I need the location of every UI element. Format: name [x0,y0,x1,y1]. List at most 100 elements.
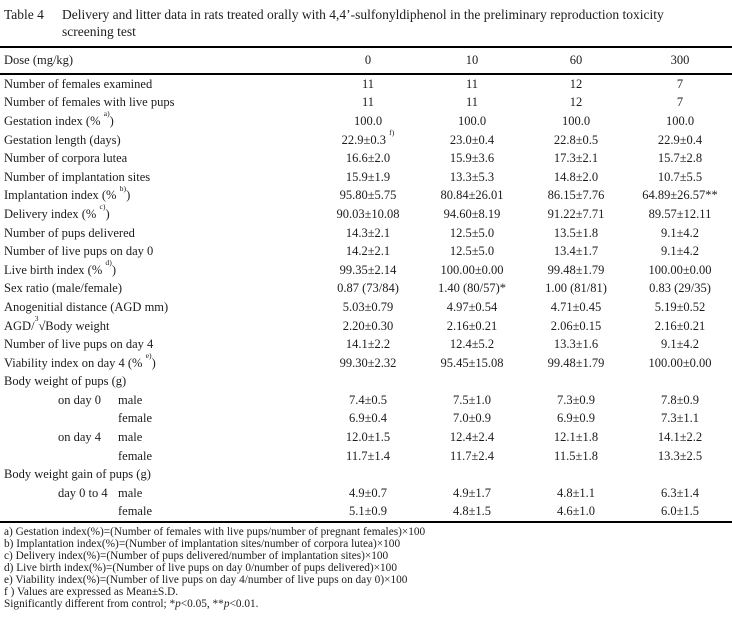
data-cell: 4.8±1.1 [556,485,596,500]
section-row: Body weight gain of pups (g) [0,465,732,484]
data-cell: 11 [361,95,375,110]
row-label: female [0,504,316,519]
table-row: Implantation index (% b)) 95.80±5.75 80.84… [0,183,732,206]
data-cell: 14.1±2.2 [345,337,391,352]
data-cell: 15.9±3.6 [449,151,495,166]
data-cell: 11 [465,76,479,91]
data-cell: 7.3±0.9 [556,392,596,407]
table-row: Number of live pups on day 4 14.1±2.2 12.4… [0,335,732,354]
data-cell: 0.87 (73/84) [337,281,399,296]
row-label: Number of females examined [4,76,153,91]
data-cell: 23.0±0.4 [449,132,495,147]
row-label: Body weight gain of pups (g) [4,467,151,482]
table-row: Number of females with live pups 11 11 12 7 [0,94,732,113]
row-label: Live birth index (% d)) [4,258,117,277]
data-cell: 13.3±1.6 [553,337,599,352]
footnote-line: c) Delivery index(%)=(Number of pups del… [4,550,389,563]
data-cell: 91.22±7.71 [547,206,605,221]
table-body: Number of females examined 11 11 12 7 Number … [0,75,732,521]
sub-row-sex-label: female [118,448,153,463]
footnote-line: f ) Values are expressed as Mean±S.D. [4,585,179,598]
data-cell: 94.60±8.19 [443,206,501,221]
row-label: Implantation index (% b)) [4,183,131,203]
table-title: Table 4 Delivery and litter data in rats… [0,6,732,40]
data-cell: 95.45±15.08 [440,355,504,370]
data-cell: 12.1±1.8 [553,430,599,445]
table-row: Gestation length (days) 22.9±0.3 f) 23.0±0… [0,127,732,150]
table-row: day 0 to 4 male 4.9±0.7 4.9±1.7 4.8±1.1 6.3±1… [0,484,732,503]
data-cell: 99.30±2.32 [339,355,397,370]
data-cell: 7 [676,95,684,110]
data-cell: 90.03±10.08 [336,206,400,221]
data-cell: 5.19±0.52 [654,299,706,314]
table-row: female 5.1±0.9 4.8±1.5 4.6±1.0 6.0±1.5 [0,503,732,522]
data-cell: 99.35±2.14 [339,262,397,277]
row-label: Number of implantation sites [4,169,151,184]
data-cell: 7.3±1.1 [660,411,700,426]
table-row: on day 0 male 7.4±0.5 7.5±1.0 7.3±0.9 7.8±0.9 [0,391,732,410]
data-cell: 7.8±0.9 [660,392,700,407]
data-cell: 100.0 [561,113,591,128]
data-cell: 12.4±2.4 [449,430,495,445]
data-cell: 5.1±0.9 [348,504,388,519]
table-row: female 11.7±1.4 11.7±2.4 11.5±1.8 13.3±2.5 [0,447,732,466]
footnote-line: b) Implantation index(%)=(Number of impl… [4,538,401,551]
row-label: AGD/3√Body weight [4,313,110,333]
data-cell: 13.3±2.5 [657,448,703,463]
dose-header-row: Dose (mg/kg) 0 10 60 300 [0,48,732,73]
row-label: female [0,449,316,464]
sub-row-time-label: day 0 to 4 [58,485,108,500]
data-cell: 22.8±0.5 [553,132,599,147]
table-row: Gestation index (% a)) 100.0 100.0 100.0 100… [0,110,732,131]
data-cell: 13.5±1.8 [553,225,599,240]
data-cell: 10.7±5.5 [657,169,703,184]
data-cell: 95.80±5.75 [339,188,397,203]
footnote-line: e) Viability index(%)=(Number of live pu… [4,573,408,586]
data-cell: 4.6±1.0 [556,504,596,519]
data-cell: 6.0±1.5 [660,504,700,519]
data-cell: 15.7±2.8 [657,151,703,166]
footnote-line: Significantly different from control; *p… [4,597,259,610]
data-cell: 5.03±0.79 [342,299,394,314]
data-cell: 15.9±1.9 [345,169,391,184]
row-label: Viability index on day 4 (% e)) [4,351,156,370]
data-cell: 22.9±0.3 f) [341,127,395,147]
row-label: Number of females with live pups [4,95,175,110]
data-cell: 14.1±2.2 [657,430,703,445]
row-label: Number of live pups on day 0 [4,244,154,259]
footnote-line: d) Live birth index(%)=(Number of live p… [4,561,397,574]
data-cell: 100.00±0.00 [440,262,504,277]
table-row: Number of implantation sites 15.9±1.9 13.3… [0,168,732,187]
table-row: Delivery index (% c)) 90.03±10.08 94.60±8.… [0,202,732,224]
dose-label: Dose (mg/kg) [4,53,74,67]
data-cell: 14.8±2.0 [553,169,599,184]
data-cell: 9.1±4.2 [660,244,700,259]
data-cell: 2.06±0.15 [550,318,602,333]
data-cell: 2.16±0.21 [654,318,706,333]
row-label: Delivery index (% c)) [4,202,110,221]
row-label: Gestation length (days) [4,132,121,147]
row-label: on day 4 male [0,430,316,445]
data-cell: 12.0±1.5 [345,430,391,445]
data-cell: 100.00±0.00 [648,262,712,277]
data-cell: 4.97±0.54 [446,299,498,314]
sub-row-sex-label: male [118,392,143,407]
data-cell: 7 [676,76,684,91]
row-label: on day 0 male [0,393,316,408]
data-cell: 13.4±1.7 [553,244,599,259]
data-cell: 12 [569,95,583,110]
data-cell: 12 [569,76,583,91]
sub-row-time-label: on day 0 [58,392,102,407]
table-row: Number of live pups on day 0 14.2±2.1 12.5… [0,242,732,261]
data-cell: 17.3±2.1 [553,151,599,166]
sub-row-time-label: on day 4 [58,430,102,445]
data-cell: 7.4±0.5 [348,392,388,407]
sub-row-sex-label: female [118,411,153,426]
data-cell: 0.83 (29/35) [649,281,711,296]
row-label: Body weight of pups (g) [4,374,127,389]
table-row: female 6.9±0.4 7.0±0.9 6.9±0.9 7.3±1.1 [0,410,732,429]
sub-row-sex-label: female [118,504,153,519]
row-label: female [0,411,316,426]
table-row: Number of females examined 11 11 12 7 [0,75,732,94]
